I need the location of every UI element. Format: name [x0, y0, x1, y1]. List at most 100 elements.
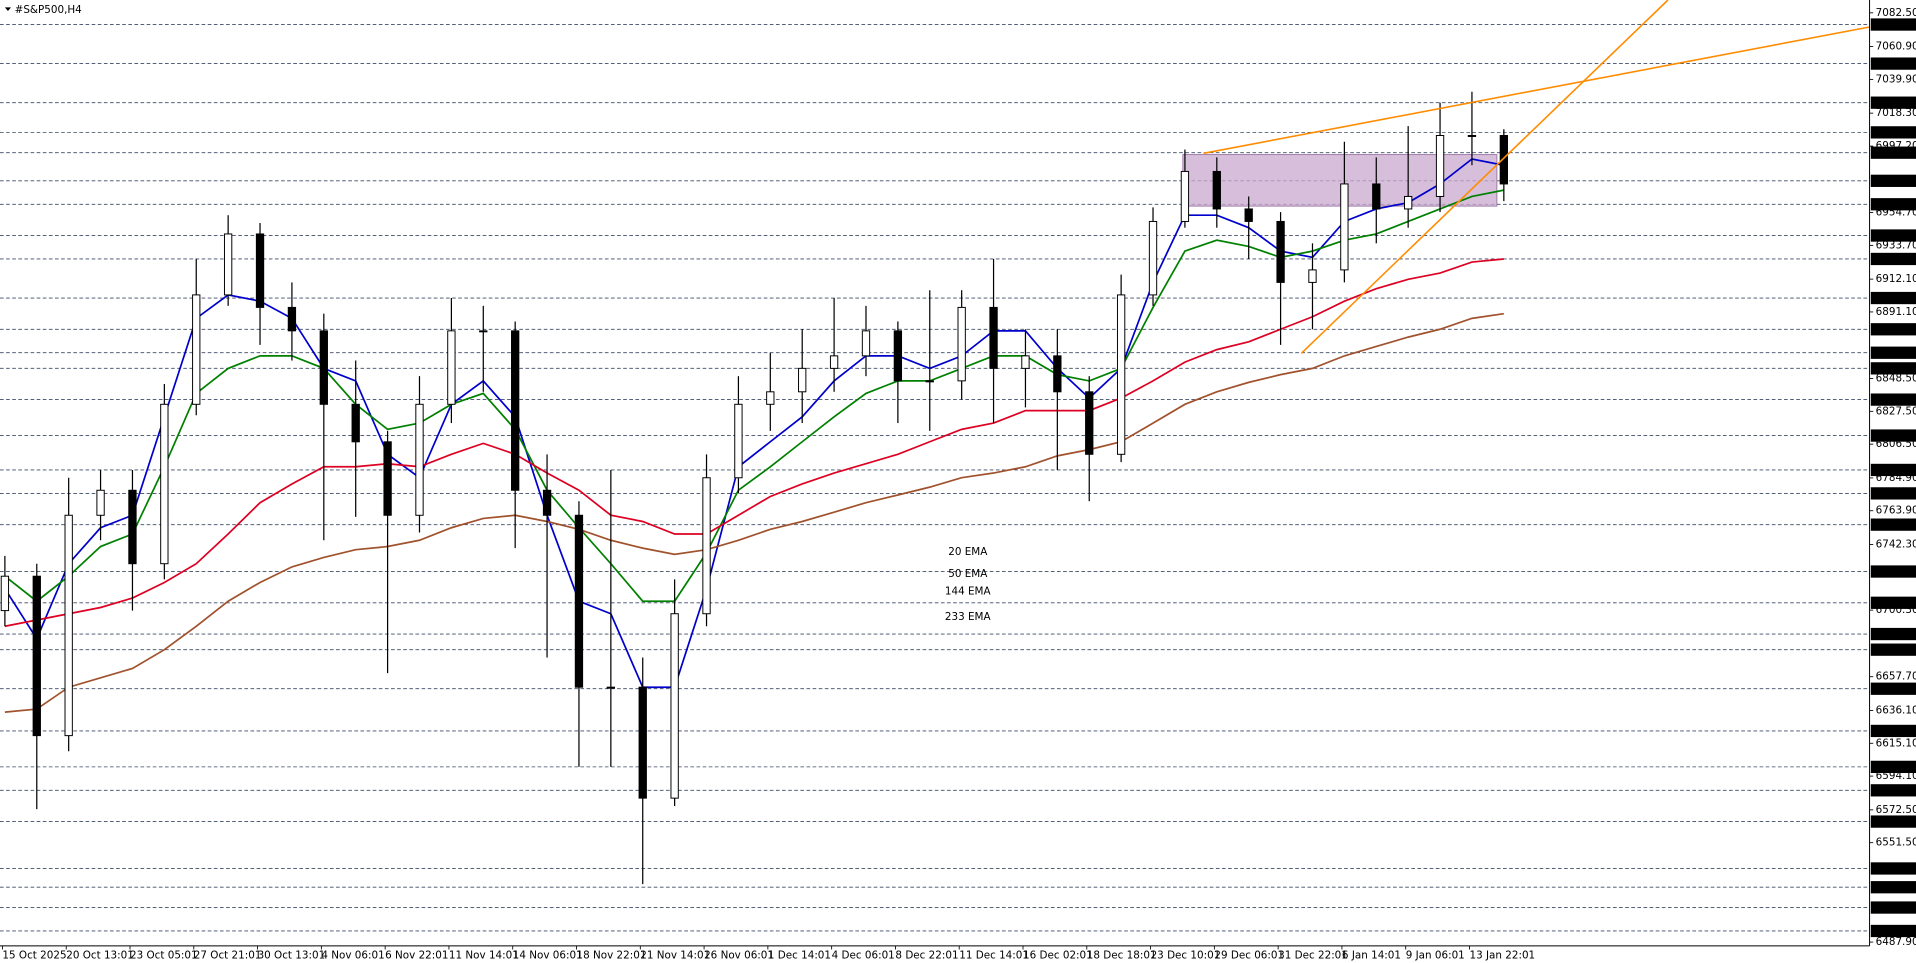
x-tick-label: 6 Nov 22:01	[385, 950, 448, 962]
candle-body	[223, 233, 233, 296]
level-label: 6495.00	[1874, 926, 1916, 938]
candle-body	[32, 575, 41, 737]
x-tick-label: 23 Oct 05:01	[130, 950, 198, 962]
y-tick-label: 6551.50	[1876, 837, 1916, 849]
x-tick-label: 16 Dec 02:01	[1023, 950, 1093, 962]
ema-line	[4, 189, 1505, 603]
level-label-box	[1870, 126, 1916, 139]
candle-body	[160, 403, 169, 565]
candle-body	[351, 403, 360, 443]
candle-body	[479, 330, 488, 333]
level-label-box	[1870, 682, 1916, 695]
x-tick-label: 1 Dec 14:01	[768, 950, 831, 962]
level-label-box	[1870, 596, 1916, 609]
candle-body	[447, 330, 456, 405]
x-tick-label: 6 Jan 14:01	[1342, 950, 1401, 962]
candle-body	[319, 330, 328, 405]
level-label-box	[1870, 862, 1916, 875]
level-label: 7075.00	[1874, 19, 1916, 31]
level-label-box	[1870, 346, 1916, 359]
candle-body	[64, 514, 73, 737]
candle-body	[1212, 170, 1221, 210]
x-tick-label: 15 Oct 2025	[2, 950, 66, 962]
level-label: 6650.00	[1874, 683, 1916, 695]
y-tick-label: 6594.10	[1876, 770, 1916, 782]
y-tick-label: 6848.50	[1876, 373, 1916, 385]
candle-body	[989, 306, 998, 369]
candle-body	[1148, 220, 1158, 296]
x-tick-label: 26 Nov 06:01	[704, 950, 774, 962]
ema-line	[4, 158, 1505, 689]
x-tick-label: 14 Nov 06:01	[513, 950, 583, 962]
candle-body	[1467, 135, 1477, 137]
candle-body	[415, 403, 424, 516]
candle-body	[1499, 135, 1508, 185]
x-tick-label: 4 Nov 06:01	[321, 950, 384, 962]
x-tick-label: 27 Oct 21:01	[194, 950, 262, 962]
level-label: 6993.00	[1874, 147, 1916, 159]
candle-body	[574, 514, 584, 688]
plot: 20 EMA 50 EMA 144 EMA 233 EMA	[0, 91, 1508, 885]
level-label: 6600.00	[1874, 761, 1916, 773]
level-label: 6900.00	[1874, 293, 1916, 305]
y-tick-label: 7082.50	[1876, 7, 1916, 19]
ema-line	[4, 258, 1504, 628]
level-label-box	[1870, 96, 1916, 109]
x-tick-label: 21 Nov 14:01	[640, 950, 710, 962]
candle-body	[606, 686, 616, 689]
level-label-box	[1870, 760, 1916, 774]
x-tick-label: 8 Dec 22:01	[895, 950, 958, 962]
level-label: 6675.00	[1874, 644, 1916, 656]
candle-body	[1085, 391, 1094, 455]
legend-label: 20 EMA	[948, 546, 988, 558]
level-label: 6755.00	[1874, 519, 1916, 531]
level-label-box	[1870, 393, 1916, 406]
level-label-box	[1870, 784, 1916, 797]
y-tick-label: 7039.90	[1876, 73, 1916, 85]
candle-body	[1340, 183, 1349, 271]
level-label: 7025.00	[1874, 97, 1916, 109]
candle-body	[128, 489, 137, 565]
legend-label: 233 EMA	[945, 611, 992, 623]
level-label: 7050.00	[1874, 58, 1916, 70]
level-label: 6585.00	[1874, 785, 1916, 797]
candle-body	[542, 489, 552, 516]
x-tick-label: 18 Dec 18:01	[1087, 950, 1157, 962]
candle-body	[702, 477, 711, 615]
level-label: 6835.00	[1874, 394, 1916, 406]
y-tick-label: 6763.90	[1876, 505, 1916, 517]
candle-body	[287, 306, 297, 332]
candle-body	[829, 355, 839, 369]
candle-body	[0, 575, 10, 612]
level-label-box	[1870, 487, 1916, 500]
level-label-box	[1870, 146, 1916, 159]
level-label: 6705.00	[1874, 597, 1916, 609]
level-label-box	[1870, 198, 1916, 211]
y-tick-label: 6933.70	[1876, 239, 1916, 251]
candle-body	[192, 294, 201, 405]
candle-body	[255, 233, 265, 308]
candle-body	[893, 330, 903, 382]
candle-body	[766, 391, 775, 405]
candle-body	[734, 403, 743, 479]
x-tick-label: 29 Dec 06:01	[1214, 950, 1284, 962]
level-label: 6623.00	[1874, 726, 1916, 738]
y-tick-label: 7060.90	[1876, 41, 1916, 53]
candle-body	[1308, 269, 1317, 283]
level-label-box	[1870, 815, 1916, 828]
candle-body	[1435, 135, 1445, 197]
axis: 7082.507060.907039.907018.306997.206954.…	[2, 7, 1916, 962]
y-tick-label: 6615.10	[1876, 737, 1916, 749]
x-tick-label: 23 Dec 10:01	[1151, 950, 1221, 962]
candle-body	[798, 367, 807, 393]
level-label-box	[1870, 323, 1916, 336]
x-tick-label: 11 Nov 14:01	[449, 950, 519, 962]
candle-body	[1244, 208, 1253, 222]
x-tick-label: 30 Oct 13:01	[258, 950, 326, 962]
candle-body	[383, 441, 392, 516]
level-label: 6960.00	[1874, 199, 1916, 211]
y-tick-label: 6742.30	[1876, 538, 1916, 550]
candle-body	[511, 330, 520, 491]
menu-icon[interactable]	[4, 7, 11, 12]
